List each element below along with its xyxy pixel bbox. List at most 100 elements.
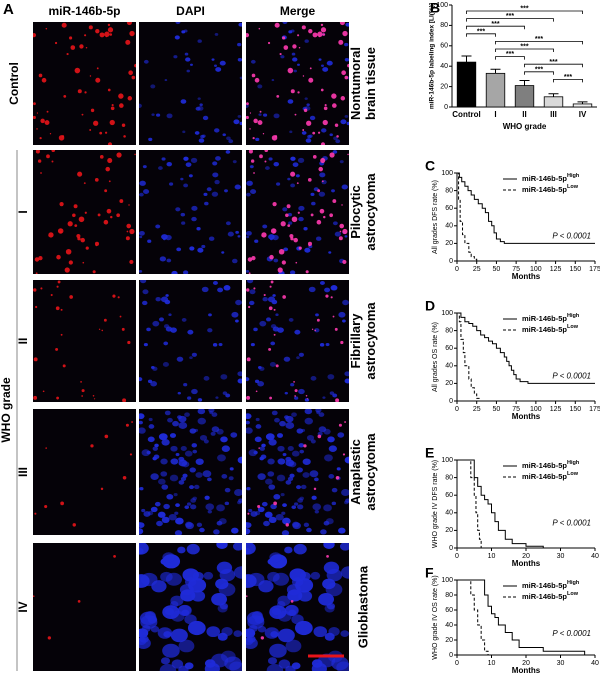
row-label: IV (16, 601, 30, 612)
signal (82, 261, 85, 264)
significance-bracket (524, 71, 554, 75)
signal (253, 287, 256, 290)
nucleus (329, 391, 335, 395)
significance-label: *** (520, 44, 528, 51)
x-tick-label: 25 (473, 406, 481, 413)
nucleus (297, 157, 305, 163)
signal (251, 255, 256, 261)
signal (290, 237, 294, 241)
signal (347, 63, 349, 68)
signal (96, 67, 99, 70)
signal (33, 288, 37, 292)
nucleus (174, 35, 180, 40)
nucleus (164, 79, 168, 82)
nucleus (176, 247, 182, 252)
nucleus (319, 280, 325, 285)
nucleus (327, 436, 335, 443)
signal (69, 295, 73, 299)
nucleus (174, 530, 183, 535)
nucleus (218, 342, 223, 347)
micrograph (139, 280, 242, 402)
signal (274, 22, 280, 28)
nucleus (318, 191, 326, 197)
signal (113, 554, 116, 558)
nucleus (297, 498, 304, 503)
nucleus (175, 503, 180, 508)
y-tick-label: 100 (441, 457, 453, 464)
nucleus (337, 432, 345, 438)
survival-curve (457, 312, 595, 384)
signal (320, 142, 326, 145)
nucleus (215, 396, 219, 399)
nucleus (270, 341, 276, 346)
nucleus (162, 552, 175, 563)
signal (325, 294, 329, 298)
signal (125, 236, 130, 241)
nucleus (237, 378, 242, 384)
signal (68, 260, 73, 265)
nucleus (139, 269, 143, 273)
signal (121, 327, 125, 331)
micrograph-bg (33, 150, 136, 274)
signal (84, 91, 87, 94)
nucleus (187, 396, 192, 400)
micrograph (33, 543, 136, 671)
nucleus (147, 239, 152, 243)
nucleus (139, 103, 142, 108)
x-tick-label: IV (579, 110, 587, 119)
y-tick-label: 100 (441, 310, 453, 317)
signal (122, 475, 127, 480)
signal (330, 296, 333, 299)
signal (95, 244, 98, 247)
signal (72, 523, 76, 527)
nucleus (165, 572, 183, 586)
signal (313, 487, 317, 491)
nucleus (232, 258, 238, 264)
signal (342, 228, 348, 235)
nucleus (141, 508, 146, 513)
legend-label: miR-146b-5pLow (522, 591, 579, 601)
tissue-label: brain tissue (363, 47, 378, 120)
nucleus (191, 443, 198, 448)
nucleus (228, 476, 234, 481)
nucleus (225, 150, 231, 154)
nucleus (319, 343, 325, 347)
signal (317, 31, 323, 37)
nucleus (277, 628, 295, 643)
signal (99, 131, 103, 135)
signal (260, 636, 265, 640)
legend-superscript: High (567, 460, 580, 466)
y-tick-label: 40 (440, 63, 448, 70)
nucleus (142, 165, 147, 169)
signal (95, 28, 100, 34)
nucleus (139, 192, 144, 197)
signal (131, 75, 136, 80)
signal (255, 390, 258, 393)
nucleus (303, 227, 308, 231)
nucleus (215, 67, 222, 72)
signal (341, 70, 347, 76)
nucleus (221, 445, 230, 453)
signal (248, 305, 251, 309)
nucleus (142, 300, 148, 306)
nucleus (271, 410, 278, 416)
signal (33, 595, 35, 597)
nucleus (254, 239, 259, 243)
tissue-label: Fibrillary (348, 313, 363, 369)
signal (342, 453, 346, 456)
nucleus (224, 189, 228, 193)
nucleus (304, 409, 313, 415)
nucleus (233, 119, 240, 125)
nucleus (298, 443, 305, 448)
nucleus (291, 505, 297, 510)
y-tick-label: 40 (445, 510, 453, 517)
nucleus (181, 221, 186, 225)
nucleus (146, 450, 151, 455)
signal (85, 246, 89, 250)
signal (302, 75, 305, 77)
nucleus (253, 450, 258, 455)
nucleus (282, 207, 288, 212)
signal (252, 137, 255, 140)
nucleus (248, 508, 253, 513)
